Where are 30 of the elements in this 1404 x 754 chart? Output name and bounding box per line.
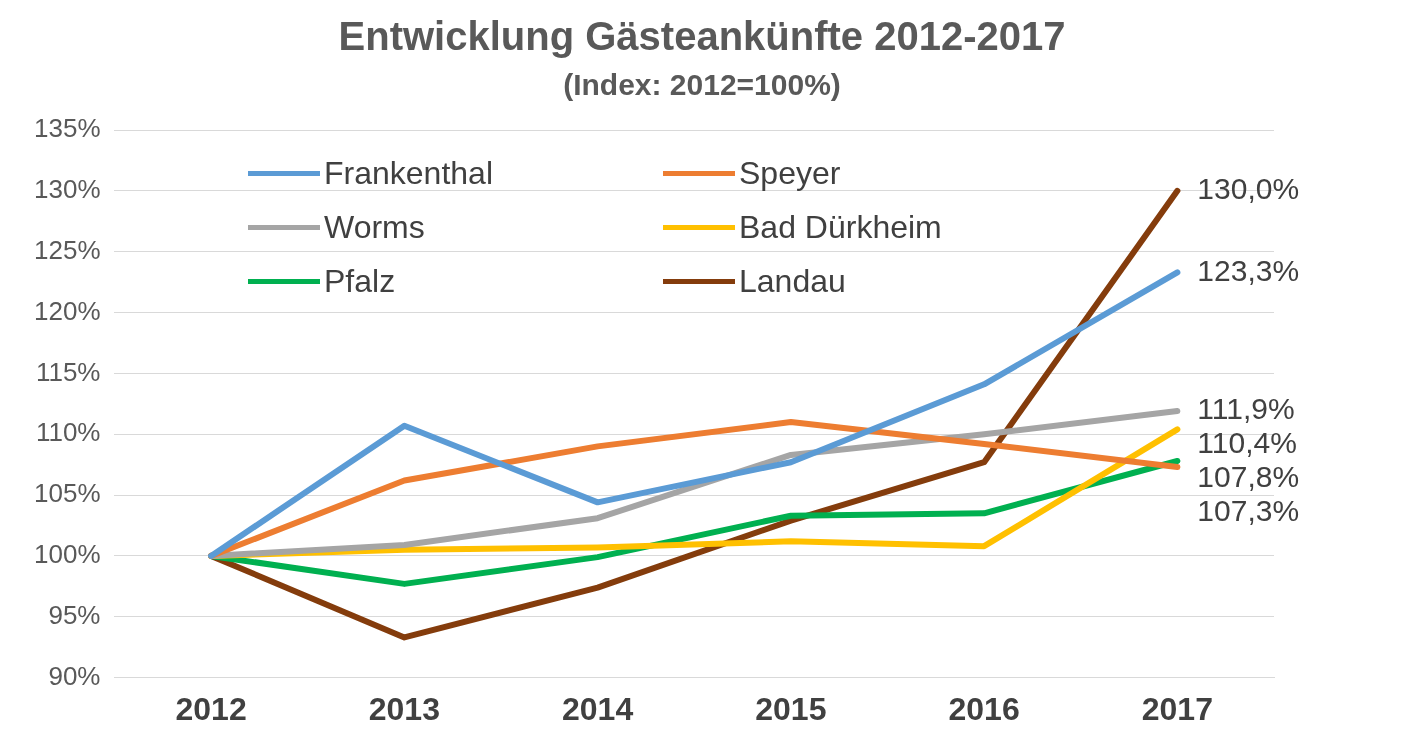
x-tick-label: 2015 bbox=[755, 690, 827, 727]
x-tick-label: 2013 bbox=[368, 690, 440, 727]
data-label: 107,3% bbox=[1197, 494, 1300, 528]
y-tick-label: 90% bbox=[48, 660, 101, 691]
x-tick-label: 2017 bbox=[1141, 690, 1213, 727]
y-tick-label: 115% bbox=[35, 356, 101, 387]
y-tick-label: 135% bbox=[34, 113, 101, 144]
legend-label: Speyer bbox=[739, 154, 841, 192]
legend-label: Frankenthal bbox=[324, 154, 493, 192]
data-label: 111,9% bbox=[1197, 392, 1295, 426]
data-label: 110,4% bbox=[1197, 426, 1297, 460]
x-tick-label: 2016 bbox=[948, 690, 1020, 727]
legend-label: Landau bbox=[739, 262, 846, 300]
data-label: 130,0% bbox=[1197, 172, 1300, 206]
legend-label: Pfalz bbox=[324, 262, 396, 300]
legend-label: Bad Dürkheim bbox=[739, 208, 942, 246]
y-tick-label: 105% bbox=[34, 478, 101, 509]
data-label: 107,8% bbox=[1197, 460, 1300, 494]
y-tick-label: 95% bbox=[48, 599, 101, 630]
y-tick-label: 100% bbox=[34, 539, 101, 570]
x-tick-label: 2012 bbox=[175, 690, 247, 727]
y-tick-label: 125% bbox=[34, 234, 101, 265]
x-tick-label: 2014 bbox=[562, 690, 634, 727]
chart-title: Entwicklung Gästeankünfte 2012-2017 bbox=[337, 14, 1067, 59]
legend-label: Worms bbox=[324, 208, 425, 246]
y-tick-label: 110% bbox=[35, 417, 101, 448]
chart-subtitle: (Index: 2012=100%) bbox=[562, 68, 842, 102]
data-label: 123,3% bbox=[1197, 253, 1300, 287]
y-tick-label: 120% bbox=[34, 295, 101, 326]
y-tick-label: 130% bbox=[34, 174, 101, 205]
